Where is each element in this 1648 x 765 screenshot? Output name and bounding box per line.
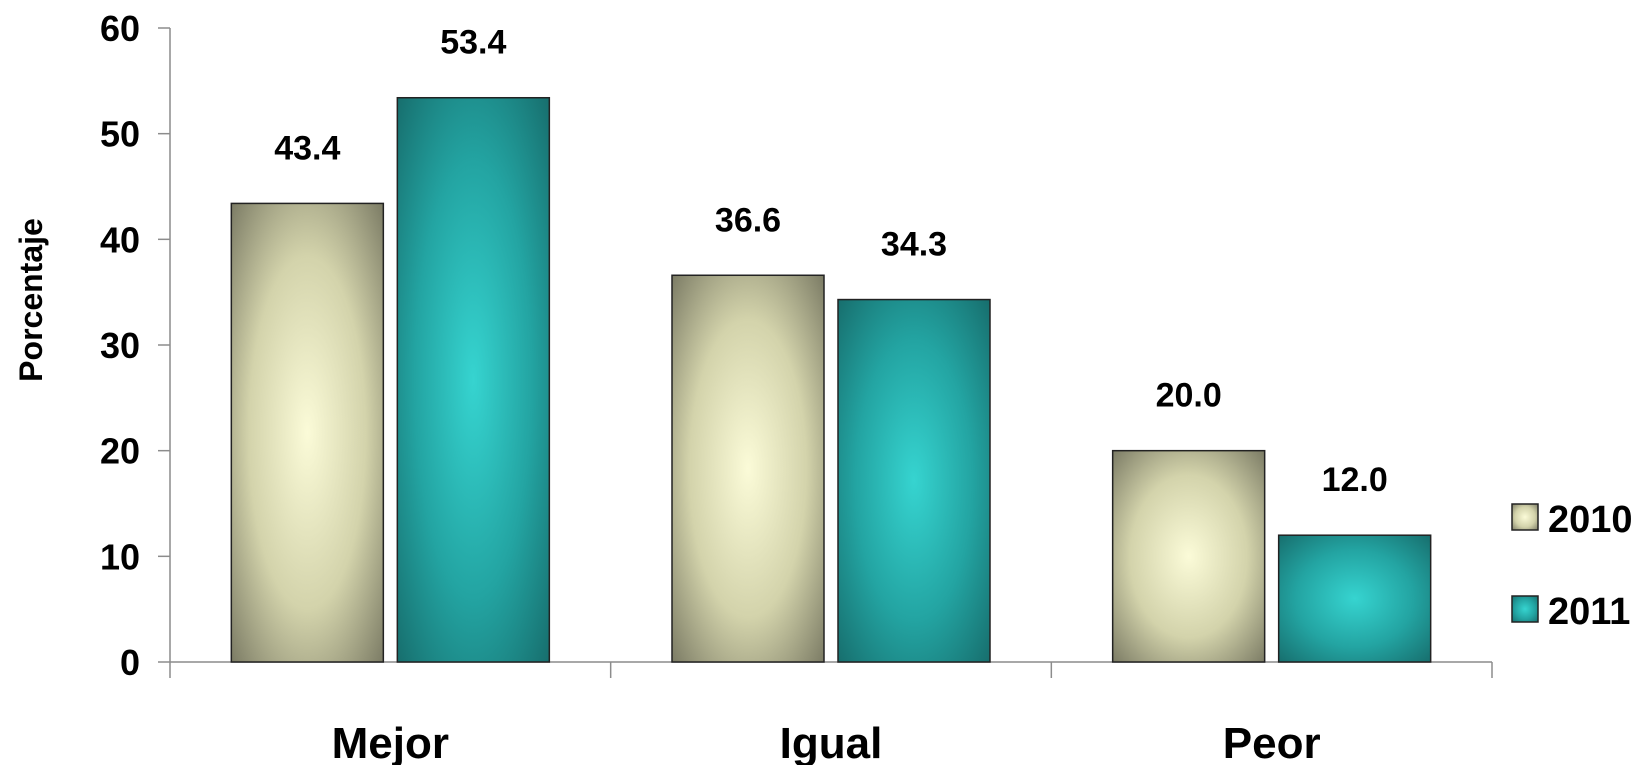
data-label: 20.0 [1156, 377, 1222, 415]
y-tick-label: 30 [100, 325, 140, 366]
y-tick-label: 40 [100, 219, 140, 260]
data-label: 43.4 [274, 129, 340, 167]
bar-2010-peor [1111, 449, 1266, 663]
y-tick-label: 20 [100, 431, 140, 472]
data-label: 12.0 [1322, 461, 1388, 499]
data-label: 36.6 [715, 201, 781, 239]
y-tick-label: 50 [100, 114, 140, 155]
y-tick-label: 0 [120, 642, 140, 683]
bar-2011-peor [1277, 534, 1432, 663]
chart-legend: 2010 2011 [1511, 499, 1633, 633]
bar-2011-mejor [396, 96, 551, 663]
bar-2011-igual [837, 298, 991, 663]
y-tick-label: 10 [100, 536, 140, 577]
legend-swatch-2010 [1511, 503, 1539, 531]
bar-2010-igual [671, 274, 825, 663]
bar-2010-mejor [230, 202, 385, 663]
x-category-label: Peor [1223, 719, 1321, 765]
chart-labels: 43.4 53.4 Mejor 36.6 34.3 Igual 20.0 12.0 Peor [274, 24, 1388, 765]
y-axis-label: Porcentaje [13, 218, 49, 382]
chart-axes: 0 10 20 30 40 50 60 [100, 8, 1493, 683]
legend-label-2010: 2010 [1548, 499, 1633, 541]
chart-bars [230, 96, 1432, 663]
legend-swatch-2011 [1511, 595, 1539, 623]
data-label: 34.3 [881, 226, 947, 264]
legend-label-2011: 2011 [1548, 591, 1630, 633]
data-label: 53.4 [440, 24, 506, 62]
x-category-label: Mejor [332, 719, 449, 765]
x-category-label: Igual [780, 719, 883, 765]
y-tick-label: 60 [100, 8, 140, 49]
